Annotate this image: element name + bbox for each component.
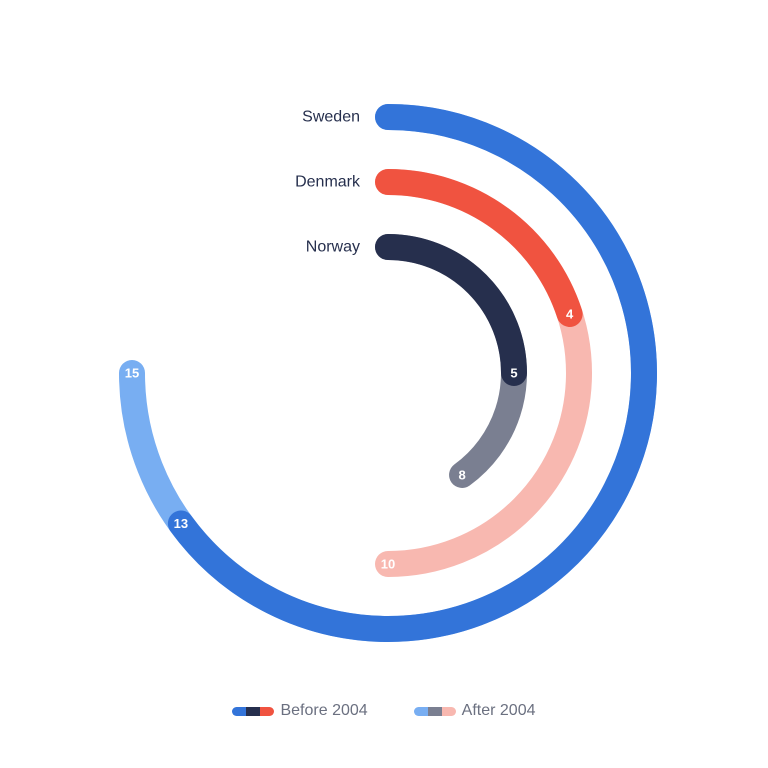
- value-label-before: 4: [566, 306, 574, 321]
- arc-before: [375, 234, 527, 386]
- bar-denmark: 10 4 Denmark: [295, 169, 592, 577]
- value-label-before: 13: [174, 516, 188, 531]
- arc-after: [375, 234, 527, 488]
- bar-sweden: 15 13 Sweden: [119, 104, 657, 642]
- arc-before: [375, 169, 583, 327]
- bar-norway: 8 5 Norway: [306, 234, 527, 488]
- value-label-after: 15: [125, 366, 139, 381]
- legend-label-after: After 2004: [461, 702, 536, 719]
- legend: Before 2004 After 2004: [0, 702, 768, 720]
- category-label: Sweden: [302, 109, 360, 126]
- arc-before: [167, 104, 657, 642]
- value-label-after: 10: [381, 557, 395, 572]
- legend-swatch-after: [413, 706, 456, 716]
- legend-label-before: Before 2004: [280, 702, 368, 719]
- legend-swatch-before: [232, 706, 275, 716]
- legend-item-after: After 2004: [413, 702, 536, 720]
- category-label: Norway: [306, 239, 360, 256]
- legend-item-before: Before 2004: [232, 702, 368, 720]
- category-label: Denmark: [295, 174, 361, 191]
- value-label-after: 8: [458, 467, 465, 482]
- value-label-before: 5: [510, 366, 517, 381]
